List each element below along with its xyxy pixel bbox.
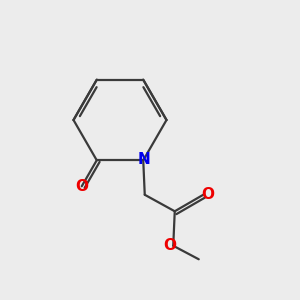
Text: O: O — [201, 187, 214, 202]
Text: O: O — [75, 179, 88, 194]
Text: O: O — [163, 238, 176, 253]
Text: N: N — [138, 152, 151, 167]
